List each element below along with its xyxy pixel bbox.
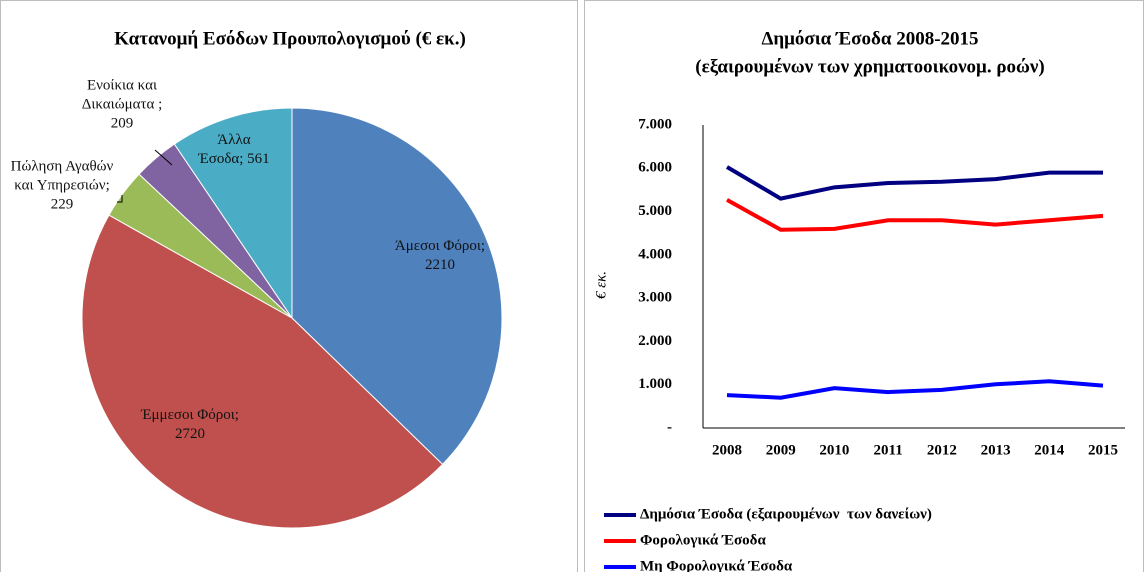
x-tick-label: 2014 — [1034, 442, 1065, 458]
slice-label: Άμεσοι Φόροι; 2210 — [394, 238, 486, 273]
y-tick-label: - — [667, 419, 672, 435]
series-line — [726, 379, 1104, 400]
y-tick-label: 2.000 — [638, 333, 672, 349]
line-title: Δημόσια Έσοδα 2008-2015 — [761, 28, 978, 49]
slice-label: Έμμεσοι Φόροι; 2720 — [141, 407, 239, 442]
x-tick-label: 2008 — [712, 442, 742, 458]
leader-line — [117, 195, 123, 203]
x-tick-label: 2015 — [1088, 442, 1118, 458]
pie-slice — [81, 214, 444, 529]
y-tick-label: 4.000 — [638, 246, 672, 262]
slice-label: Άλλα Έσοδα; 561 — [198, 132, 270, 167]
y-tick-label: 6.000 — [638, 160, 672, 176]
series-line — [725, 165, 1103, 201]
pie-title: Κατανομή Εσόδων Προυπολογισμού (€ εκ.) — [114, 28, 466, 49]
y-tick-label: 1.000 — [638, 376, 672, 392]
leader-line — [154, 149, 173, 166]
y-tick-label: 5.000 — [638, 203, 672, 219]
legend-label: Μη Φορολογικά Έσοδα — [640, 558, 793, 572]
x-tick-label: 2012 — [927, 442, 957, 458]
pie-panel — [0, 0, 578, 572]
pie-slice — [291, 107, 503, 466]
pie-slice — [173, 107, 293, 320]
slice-label: Ενοίκια και Δικαιώματα ; 209 — [81, 77, 163, 132]
x-tick-label: 2013 — [981, 442, 1011, 458]
x-tick-label: 2009 — [766, 442, 796, 458]
y-tick-label: 3.000 — [638, 290, 672, 306]
line-subtitle: (εξαιρουμένων των χρηματοοικονομ. ροών) — [695, 56, 1044, 77]
series-line — [726, 198, 1104, 232]
legend-label: Φορολογικά Έσοδα — [640, 532, 766, 548]
y-axis-label: € εκ. — [593, 271, 609, 299]
x-tick-label: 2010 — [819, 442, 849, 458]
legend-label: Δημόσια Έσοδα (εξαιρουμένων των δανείων) — [640, 506, 932, 522]
y-tick-label: 7.000 — [638, 116, 672, 132]
x-tick-label: 2011 — [874, 442, 903, 458]
slice-label: Πώληση Αγαθών και Υπηρεσιών; 229 — [10, 158, 114, 213]
